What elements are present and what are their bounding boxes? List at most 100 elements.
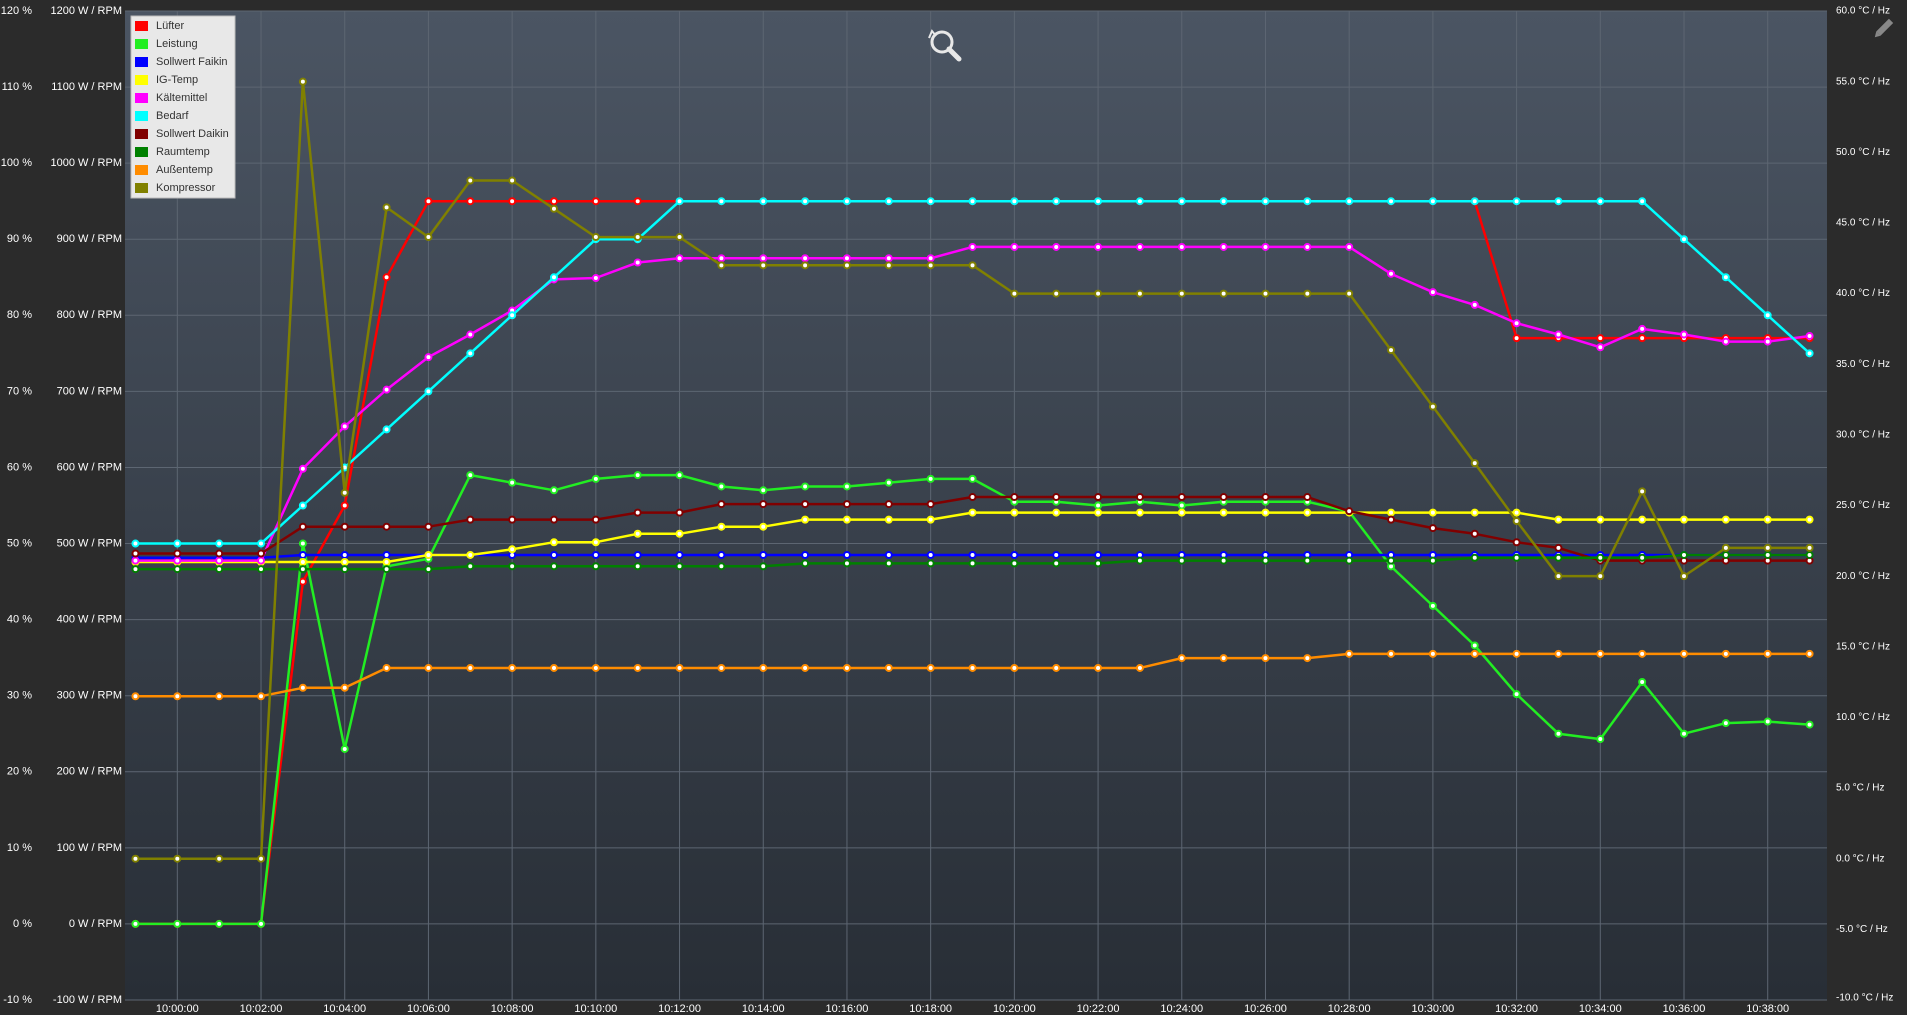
data-point [884,515,893,524]
data-point [1303,197,1312,206]
data-point [884,254,893,263]
legend-label: IG-Temp [156,74,198,86]
data-point [1554,197,1563,206]
data-point [1387,556,1396,565]
y-tick-label: 100 % [1,157,32,169]
data-point [759,663,768,672]
data-point [340,565,349,574]
data-point [1763,515,1772,524]
data-point [1219,508,1228,517]
data-point [1261,197,1270,206]
data-point [1763,649,1772,658]
data-point [382,273,391,282]
legend-swatch [135,21,148,31]
data-point [842,482,851,491]
data-point [131,919,140,928]
y3-tick-label: 300 W / RPM [57,690,122,702]
x-tick-label: 10:10:00 [574,1003,617,1015]
data-point [424,353,433,362]
data-point [466,663,475,672]
data-point [1596,343,1605,352]
data-point [1470,529,1479,538]
data-point [1470,641,1479,650]
data-point [1805,331,1814,340]
data-point [131,549,140,558]
data-point [884,559,893,568]
y2-tick-label: 30.0 °C / Hz [1836,429,1890,440]
x-tick-label: 10:04:00 [323,1003,366,1015]
data-point [842,254,851,263]
data-point [591,274,600,283]
x-tick-label: 10:08:00 [491,1003,534,1015]
y2-tick-label: 40.0 °C / Hz [1836,288,1890,299]
data-point [1721,515,1730,524]
data-point [759,254,768,263]
edit-icon[interactable] [1873,18,1894,40]
data-point [633,529,642,538]
data-point [1596,649,1605,658]
legend-box [130,15,236,199]
data-point [1680,515,1689,524]
data-point [759,261,768,270]
zoom-icon[interactable] [928,29,962,62]
data-point [968,663,977,672]
y-tick-label: 40 % [7,614,32,626]
data-point [759,522,768,531]
data-point [215,549,224,558]
data-point [131,692,140,701]
data-point [1387,508,1396,517]
data-point [801,550,810,559]
data-point [1177,242,1186,251]
data-point [1805,720,1814,729]
data-point [382,385,391,394]
data-point [1680,235,1689,244]
data-point [424,663,433,672]
data-point [1177,197,1186,206]
legend-swatch [135,183,148,193]
x-tick-label: 10:24:00 [1160,1003,1203,1015]
data-point [1052,550,1061,559]
x-tick-label: 10:30:00 [1411,1003,1454,1015]
zoom-lens [930,30,954,54]
x-tick-label: 10:36:00 [1663,1003,1706,1015]
data-point [1387,269,1396,278]
data-point [257,539,266,548]
y-tick-label: 0 % [13,918,32,930]
y2-tick-label: 60.0 °C / Hz [1836,6,1890,17]
y3-tick-label: 800 W / RPM [57,309,122,321]
data-point [1135,556,1144,565]
data-point [1805,550,1814,559]
data-point [1010,508,1019,517]
x-tick-label: 10:00:00 [156,1003,199,1015]
legend-label: Kältemittel [156,92,207,104]
right-axis: -10.0 °C / Hz -5.0 °C / Hz 0.0 °C / Hz 5.0 … [1836,6,1893,1004]
data-point [1219,654,1228,663]
data-point [1512,508,1521,517]
data-point [340,550,349,559]
data-point [1680,729,1689,738]
data-point [675,508,684,517]
data-point [968,474,977,483]
y2-tick-label: 45.0 °C / Hz [1836,218,1890,229]
data-point [1512,538,1521,547]
legend-swatch [135,129,148,139]
data-point [549,197,558,206]
data-point [675,233,684,242]
legend-swatch [135,165,148,175]
y-tick-label: 10 % [7,842,32,854]
data-point [968,550,977,559]
data-point [1596,515,1605,524]
data-point [1428,601,1437,610]
data-point [1345,649,1354,658]
series-layer [131,77,1814,928]
data-point [340,683,349,692]
y3-tick-label: 0 W / RPM [69,918,122,930]
data-point [1805,349,1814,358]
data-point [801,197,810,206]
data-point [759,562,768,571]
data-point [424,387,433,396]
y-tick-label: 70 % [7,385,32,397]
data-point [842,500,851,509]
data-point [1094,508,1103,517]
data-point [340,501,349,510]
